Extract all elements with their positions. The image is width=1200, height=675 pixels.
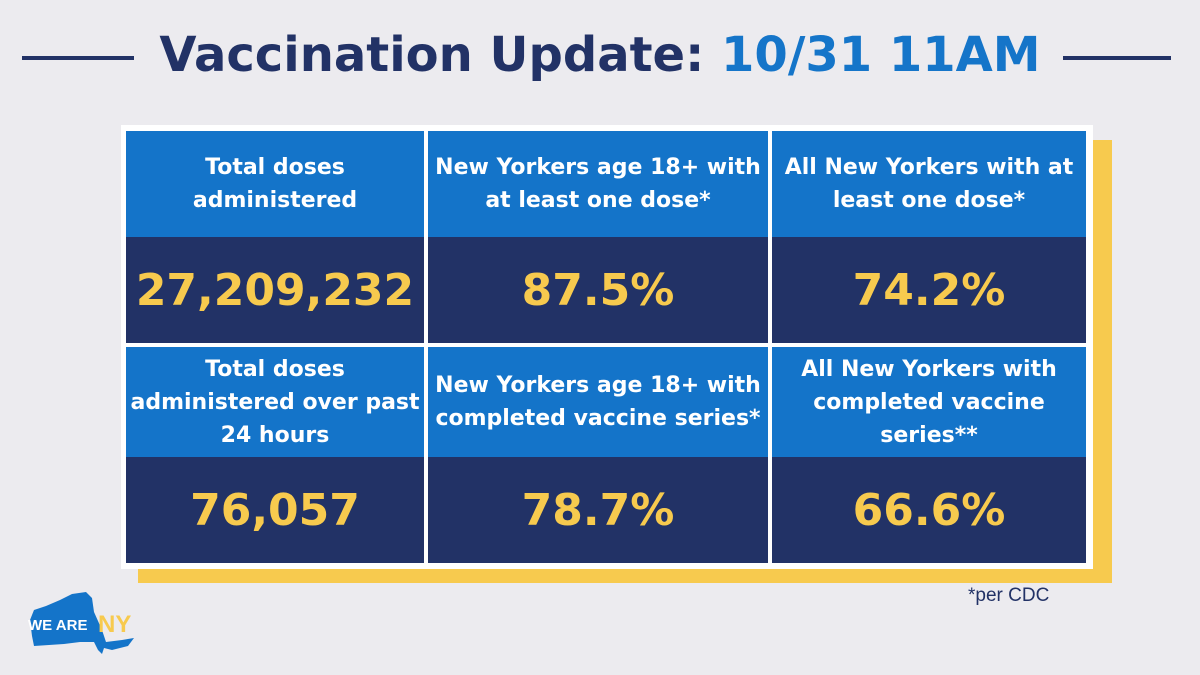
stat-label-doses-24h: Total doses administered over past 24 ho… <box>126 347 424 457</box>
stat-value-all-one-dose: 74.2% <box>772 237 1086 343</box>
footnote: *per CDC <box>968 585 1050 606</box>
stat-label-all-completed: All New Yorkers with completed vaccine s… <box>772 347 1086 457</box>
new-york-state-shape <box>30 592 134 654</box>
stat-value-doses-24h: 76,057 <box>126 457 424 563</box>
stat-value-adults-one-dose: 87.5% <box>428 237 768 343</box>
stat-value-adults-completed: 78.7% <box>428 457 768 563</box>
stat-label-all-one-dose: All New Yorkers with at least one dose* <box>772 131 1086 237</box>
title-prefix: Vaccination Update: <box>159 27 705 83</box>
stat-label-adults-completed: New Yorkers age 18+ with completed vacci… <box>428 347 768 457</box>
we-are-ny-logo: WE ARE NY <box>28 592 134 654</box>
header: Vaccination Update: 10/31 11AM <box>0 14 1200 94</box>
stat-value-total-doses: 27,209,232 <box>126 237 424 343</box>
title-rule-right <box>1063 56 1171 60</box>
logo-text-we-are: WE ARE <box>28 617 87 634</box>
stat-value-all-completed: 66.6% <box>772 457 1086 563</box>
stat-label-adults-one-dose: New Yorkers age 18+ with at least one do… <box>428 131 768 237</box>
logo-text-ny: NY <box>98 611 131 638</box>
stats-grid: Total doses administered New Yorkers age… <box>121 125 1093 569</box>
title-rule-left <box>22 56 134 60</box>
stat-label-total-doses: Total doses administered <box>126 131 424 237</box>
page-title: Vaccination Update: 10/31 11AM <box>150 20 1050 90</box>
title-date: 10/31 11AM <box>721 27 1041 83</box>
